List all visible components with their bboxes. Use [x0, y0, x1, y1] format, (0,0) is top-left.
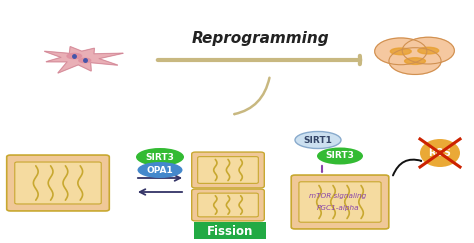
Text: SIRT1: SIRT1: [303, 136, 332, 145]
Ellipse shape: [317, 148, 363, 165]
FancyBboxPatch shape: [198, 157, 258, 183]
Ellipse shape: [391, 48, 411, 55]
FancyArrowPatch shape: [393, 160, 421, 175]
Ellipse shape: [79, 58, 91, 63]
Text: Fission: Fission: [207, 225, 253, 237]
Text: mTOR signaling: mTOR signaling: [310, 193, 366, 199]
Ellipse shape: [418, 47, 439, 54]
FancyBboxPatch shape: [198, 193, 258, 217]
Polygon shape: [45, 47, 123, 73]
Circle shape: [402, 37, 455, 64]
Text: SIRT3: SIRT3: [146, 153, 174, 162]
FancyBboxPatch shape: [299, 182, 381, 222]
Ellipse shape: [136, 148, 184, 166]
Text: ROS: ROS: [428, 148, 451, 158]
Ellipse shape: [67, 53, 82, 59]
Ellipse shape: [295, 131, 341, 148]
Text: SIRT3: SIRT3: [326, 151, 355, 160]
Text: Reprogramming: Reprogramming: [191, 31, 329, 45]
FancyBboxPatch shape: [191, 152, 264, 188]
Ellipse shape: [420, 139, 460, 167]
FancyBboxPatch shape: [7, 155, 109, 211]
Circle shape: [389, 48, 441, 74]
FancyBboxPatch shape: [194, 222, 266, 240]
FancyBboxPatch shape: [291, 175, 389, 229]
Ellipse shape: [405, 58, 426, 64]
FancyBboxPatch shape: [15, 162, 101, 204]
Ellipse shape: [137, 162, 182, 178]
FancyBboxPatch shape: [191, 189, 264, 221]
Text: PGC1-alpha: PGC1-alpha: [317, 205, 359, 211]
Text: OPA1: OPA1: [146, 165, 173, 174]
FancyArrowPatch shape: [235, 78, 269, 114]
Circle shape: [375, 38, 427, 65]
